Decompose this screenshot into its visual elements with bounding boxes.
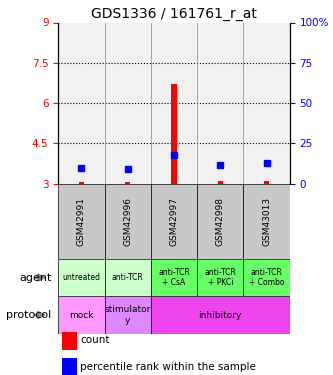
Bar xyxy=(62,358,77,375)
Bar xyxy=(105,259,151,296)
Text: agent: agent xyxy=(19,273,52,282)
Bar xyxy=(197,184,243,259)
Bar xyxy=(79,182,84,184)
Bar xyxy=(105,22,151,184)
Bar xyxy=(125,182,131,184)
Bar xyxy=(151,296,290,334)
Text: GSM42997: GSM42997 xyxy=(169,197,178,246)
Text: GSM42996: GSM42996 xyxy=(123,197,132,246)
Bar xyxy=(58,22,105,184)
Text: GSM42998: GSM42998 xyxy=(216,197,225,246)
Bar xyxy=(151,22,197,184)
Bar xyxy=(151,184,197,259)
Text: mock: mock xyxy=(69,310,94,320)
Text: GSM42991: GSM42991 xyxy=(77,197,86,246)
Text: anti-TCR
+ CsA: anti-TCR + CsA xyxy=(158,268,190,287)
Text: percentile rank within the sample: percentile rank within the sample xyxy=(80,362,256,372)
Text: inhibitory: inhibitory xyxy=(198,310,242,320)
Bar xyxy=(243,259,290,296)
Bar xyxy=(197,22,243,184)
Bar xyxy=(105,296,151,334)
Text: stimulator
y: stimulator y xyxy=(105,305,151,325)
Bar xyxy=(197,259,243,296)
Bar xyxy=(58,184,105,259)
Bar xyxy=(58,259,105,296)
Text: GSM43013: GSM43013 xyxy=(262,197,271,246)
Text: anti-TCR
+ Combo: anti-TCR + Combo xyxy=(249,268,284,287)
Text: protocol: protocol xyxy=(6,310,52,320)
Bar xyxy=(171,84,177,184)
Bar xyxy=(58,296,105,334)
Bar xyxy=(151,259,197,296)
Bar xyxy=(105,184,151,259)
Bar xyxy=(243,184,290,259)
Text: anti-TCR: anti-TCR xyxy=(112,273,144,282)
Bar xyxy=(217,180,223,184)
Text: anti-TCR
+ PKCi: anti-TCR + PKCi xyxy=(204,268,236,287)
Bar xyxy=(62,332,77,350)
Text: untreated: untreated xyxy=(62,273,101,282)
Title: GDS1336 / 161761_r_at: GDS1336 / 161761_r_at xyxy=(91,8,257,21)
Bar xyxy=(264,181,269,184)
Bar xyxy=(243,22,290,184)
Text: count: count xyxy=(80,335,110,345)
